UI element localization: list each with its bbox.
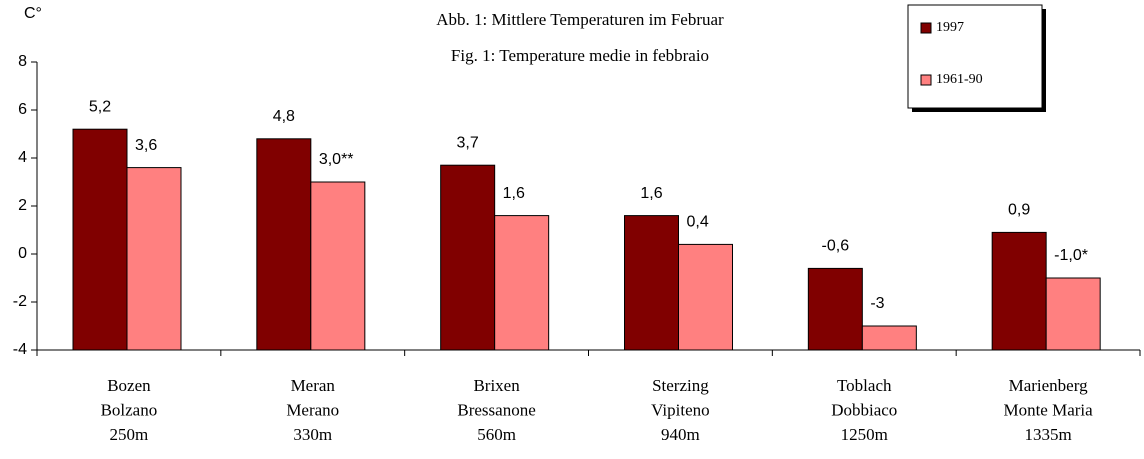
bar (807, 267, 863, 351)
y-tick-label: -4 (13, 341, 27, 358)
y-tick-label: 4 (18, 149, 27, 166)
value-label: 5,2 (89, 98, 111, 115)
x-tick-label: 940m (661, 425, 700, 444)
x-tick-label: 1250m (841, 425, 888, 444)
value-label: 3,0** (319, 151, 354, 168)
value-label: 4,8 (273, 108, 295, 125)
y-tick-label: 0 (18, 245, 27, 262)
x-tick-label: Dobbiaco (831, 400, 897, 419)
value-label: 0,9 (1008, 202, 1030, 219)
legend-swatch (920, 22, 932, 34)
bar (494, 215, 550, 351)
x-tick-label: 1335m (1024, 425, 1071, 444)
legend-label: 1997 (936, 20, 964, 35)
bar (991, 231, 1047, 351)
value-label: 3,7 (457, 134, 479, 151)
x-tick-label: Bozen (107, 376, 151, 395)
chart-title: Abb. 1: Mittlere Temperaturen im Februar (436, 10, 724, 29)
x-tick-label: Vipiteno (651, 400, 709, 419)
value-label: -0,6 (822, 238, 850, 255)
value-label: 3,6 (135, 137, 157, 154)
x-tick-label: Bressanone (457, 400, 535, 419)
x-tick-label: Monte Maria (1003, 400, 1093, 419)
y-tick-label: 2 (18, 197, 27, 214)
bar (126, 167, 182, 351)
bar (861, 325, 917, 351)
x-tick-label: Toblach (837, 376, 892, 395)
x-tick-label: Sterzing (652, 376, 709, 395)
chart-subtitle: Fig. 1: Temperature medie in febbraio (451, 46, 709, 65)
value-label: -1,0* (1054, 247, 1088, 264)
x-tick-label: 330m (293, 425, 332, 444)
value-label: 0,4 (687, 214, 709, 231)
legend (907, 4, 1043, 109)
y-tick-label: 6 (18, 101, 27, 118)
bar (440, 164, 496, 351)
x-tick-label: Bolzano (101, 400, 158, 419)
x-tick-label: 560m (477, 425, 516, 444)
x-tick-label: Merano (286, 400, 339, 419)
y-tick-label: 8 (18, 53, 27, 70)
value-label: -3 (870, 295, 884, 312)
bar (310, 181, 366, 351)
value-label: 1,6 (640, 185, 662, 202)
legend-label: 1961-90 (936, 72, 983, 87)
y-axis-label: C° (24, 5, 42, 22)
bar (624, 215, 679, 351)
bar (72, 128, 128, 351)
legend-swatch (920, 74, 932, 86)
value-label: 1,6 (503, 185, 525, 202)
x-tick-label: 250m (110, 425, 149, 444)
bar (1045, 277, 1101, 351)
y-tick-label: -2 (13, 293, 27, 310)
bar (678, 243, 733, 351)
x-tick-label: Meran (291, 376, 336, 395)
x-tick-label: Brixen (473, 376, 520, 395)
x-tick-label: Marienberg (1009, 376, 1088, 395)
bar (256, 138, 312, 351)
